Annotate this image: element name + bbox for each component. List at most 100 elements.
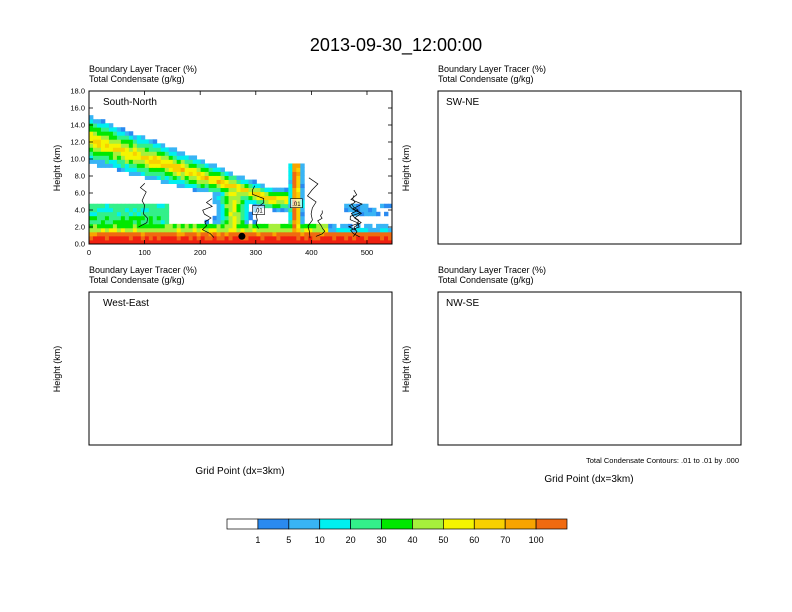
heatmap-cell: [312, 227, 317, 233]
heatmap-cell: [144, 211, 150, 217]
heatmap-cell: [196, 163, 202, 168]
heatmap-cell: [144, 207, 150, 213]
heatmap-cell: [288, 211, 293, 217]
heatmap-cell: [252, 187, 257, 193]
heatmap-cell: [300, 231, 305, 237]
heatmap-cell: [248, 195, 253, 201]
heatmap-cell: [136, 171, 142, 176]
heatmap-cell: [344, 239, 349, 245]
heatmap-cell: [120, 159, 126, 164]
condensate-contour: [201, 198, 215, 238]
heatmap-cell: [296, 187, 301, 193]
heatmap-cell: [184, 175, 190, 180]
heatmap-cell: [128, 143, 134, 148]
heatmap-cell: [252, 223, 257, 229]
heatmap-cell: [256, 195, 261, 201]
heatmap-cell: [224, 195, 229, 201]
heatmap-cell: [248, 235, 253, 241]
heatmap-cell: [368, 235, 373, 241]
heatmap-cell: [272, 191, 277, 197]
heatmap-cell: [292, 163, 297, 168]
heatmap-cell: [132, 239, 138, 245]
heatmap-cell: [264, 235, 269, 241]
heatmap-cell: [152, 171, 158, 176]
heatmap-cell: [124, 215, 130, 221]
condensate-contour: [315, 210, 326, 237]
heatmap-cell: [280, 223, 285, 229]
heatmap-cell: [196, 239, 202, 245]
heatmap-cell: [200, 179, 206, 185]
heatmap-cell: [284, 199, 289, 205]
heatmap-cell: [108, 131, 114, 136]
heatmap-cell: [260, 231, 265, 237]
heatmap-cell: [132, 167, 138, 172]
heatmap-cell: [132, 143, 138, 148]
heatmap-cell: [136, 215, 142, 221]
heatmap-cell: [272, 239, 277, 245]
heatmap-cell: [144, 155, 150, 160]
heatmap-cell: [152, 167, 158, 172]
heatmap-cell: [212, 199, 217, 205]
heatmap-cell: [236, 231, 241, 237]
heatmap-cell: [148, 203, 154, 209]
heatmap-cell: [212, 223, 217, 229]
heatmap-cell: [132, 171, 138, 176]
y-tick-label: 2.0: [75, 223, 85, 232]
heatmap-cell: [244, 199, 249, 205]
heatmap-cell: [200, 183, 206, 189]
heatmap-cell: [180, 159, 186, 164]
heatmap-cell: [152, 239, 158, 245]
heatmap-cell: [304, 231, 309, 237]
heatmap-cell: [148, 151, 154, 156]
heatmap-cell: [240, 195, 245, 201]
condensate-contour: [348, 195, 362, 231]
heatmap-cell: [312, 239, 317, 245]
heatmap-cell: [112, 227, 118, 233]
heatmap-cell: [320, 223, 325, 229]
heatmap-cell: [152, 215, 158, 221]
heatmap-cell: [188, 171, 194, 176]
heatmap-cell: [232, 207, 237, 213]
heatmap-cell: [176, 155, 182, 160]
heatmap-cell: [212, 195, 217, 201]
heatmap-cell: [360, 227, 365, 233]
heatmap-cell: [212, 167, 217, 172]
heatmap-cell: [160, 203, 166, 209]
heatmap-cell: [140, 231, 146, 237]
heatmap-cell: [140, 235, 146, 241]
heatmap-cell: [204, 223, 210, 229]
heatmap-cell: [272, 235, 277, 241]
heatmap-cell: [128, 159, 134, 164]
heatmap-cell: [89, 231, 94, 237]
heatmap-cell: [100, 143, 106, 148]
heatmap-cell: [148, 211, 154, 217]
heatmap-cell: [160, 239, 166, 245]
heatmap-cell: [180, 155, 186, 160]
condensate-contour: [350, 203, 360, 238]
heatmap-cell: [232, 231, 237, 237]
heatmap-cell: [184, 171, 190, 176]
heatmap-cell: [132, 235, 138, 241]
heatmap-cell: [200, 175, 206, 180]
heatmap-cell: [304, 227, 309, 233]
heatmap-cell: [204, 219, 210, 225]
heatmap-cell: [300, 191, 305, 197]
heatmap-cell: [128, 227, 134, 233]
heatmap-cell: [224, 223, 229, 229]
heatmap-cell: [220, 179, 225, 185]
heatmap-cell: [236, 183, 241, 189]
heatmap-cell: [148, 231, 154, 237]
heatmap-cell: [116, 127, 122, 132]
heatmap-cell: [140, 147, 146, 152]
heatmap-cell: [108, 207, 114, 213]
heatmap-cell: [244, 231, 249, 237]
heatmap-cell: [172, 179, 178, 185]
heatmap-cell: [364, 203, 369, 209]
heatmap-cell: [308, 231, 313, 237]
heatmap-cell: [300, 235, 305, 241]
heatmap-cell: [332, 227, 337, 233]
heatmap-cell: [384, 211, 389, 217]
heatmap-cell: [144, 175, 150, 180]
heatmap-cell: [340, 231, 345, 237]
heatmap-cell: [184, 167, 190, 172]
